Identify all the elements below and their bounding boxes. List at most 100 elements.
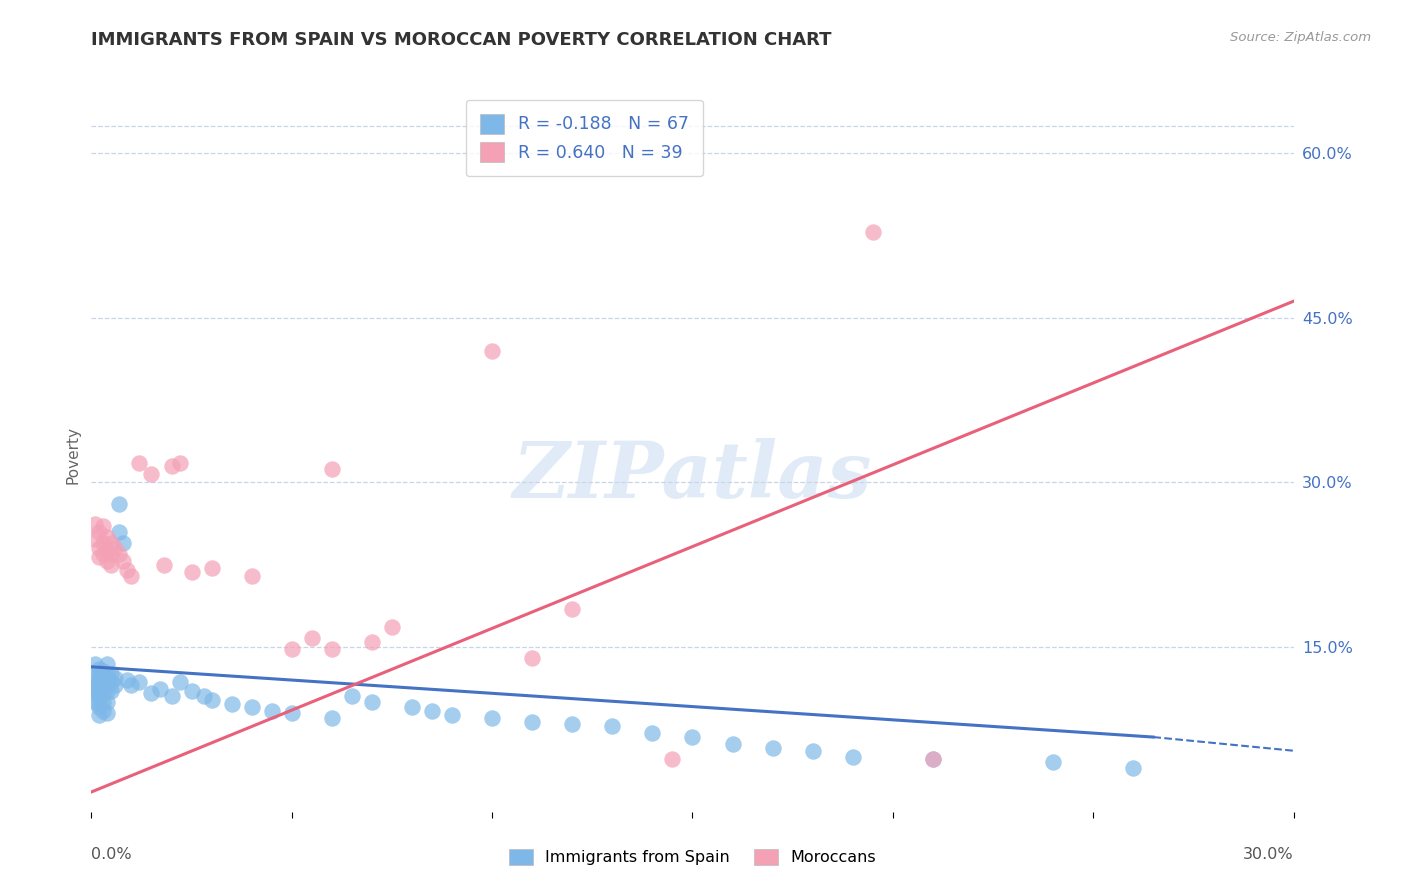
Point: [96, 657, 118, 671]
Point: [240, 700, 263, 714]
Point: [93, 547, 115, 561]
Point: [84, 517, 107, 532]
Point: [481, 711, 503, 725]
Point: [522, 714, 544, 729]
Text: ZIPatlas: ZIPatlas: [513, 438, 872, 515]
Point: [128, 675, 150, 690]
Point: [281, 642, 304, 657]
Point: [96, 543, 118, 558]
Point: [89, 549, 111, 564]
Point: [89, 524, 111, 539]
Point: [522, 651, 544, 665]
Point: [93, 704, 115, 718]
Legend: R = -0.188   N = 67, R = 0.640   N = 39: R = -0.188 N = 67, R = 0.640 N = 39: [465, 100, 703, 177]
Point: [440, 708, 463, 723]
Point: [152, 558, 174, 572]
Point: [602, 719, 624, 733]
Point: [862, 225, 884, 239]
Point: [104, 678, 127, 692]
Point: [93, 695, 115, 709]
Point: [93, 686, 115, 700]
Point: [169, 675, 191, 690]
Point: [360, 634, 382, 648]
Text: Source: ZipAtlas.com: Source: ZipAtlas.com: [1230, 31, 1371, 45]
Y-axis label: Poverty: Poverty: [65, 425, 80, 484]
Point: [100, 675, 122, 690]
Text: 30.0%: 30.0%: [1243, 847, 1294, 863]
Point: [340, 690, 363, 704]
Point: [84, 695, 107, 709]
Point: [121, 568, 143, 582]
Point: [84, 533, 107, 547]
Point: [100, 558, 122, 572]
Point: [148, 681, 170, 696]
Point: [96, 554, 118, 568]
Point: [84, 671, 107, 685]
Point: [481, 343, 503, 358]
Point: [240, 568, 263, 582]
Point: [112, 535, 135, 549]
Point: [201, 561, 224, 575]
Point: [96, 667, 118, 681]
Point: [96, 684, 118, 698]
Point: [420, 704, 443, 718]
Point: [160, 458, 183, 473]
Point: [1122, 761, 1144, 775]
Point: [1042, 756, 1064, 770]
Point: [321, 462, 343, 476]
Point: [841, 749, 863, 764]
Point: [89, 662, 111, 676]
Point: [401, 700, 423, 714]
Point: [89, 700, 111, 714]
Point: [561, 601, 583, 615]
Point: [641, 725, 664, 739]
Point: [221, 697, 243, 711]
Point: [661, 752, 683, 766]
Point: [117, 673, 139, 687]
Point: [201, 692, 224, 706]
Point: [360, 695, 382, 709]
Point: [89, 541, 111, 556]
Text: 0.0%: 0.0%: [91, 847, 132, 863]
Point: [141, 467, 163, 481]
Point: [301, 632, 323, 646]
Point: [321, 642, 343, 657]
Point: [681, 730, 703, 744]
Point: [762, 741, 785, 756]
Point: [93, 535, 115, 549]
Point: [281, 706, 304, 720]
Point: [112, 554, 135, 568]
Point: [100, 667, 122, 681]
Point: [89, 695, 111, 709]
Point: [93, 664, 115, 678]
Point: [922, 752, 945, 766]
Point: [84, 681, 107, 696]
Point: [381, 620, 404, 634]
Point: [193, 690, 215, 704]
Point: [180, 684, 202, 698]
Point: [801, 744, 824, 758]
Point: [160, 690, 183, 704]
Point: [100, 547, 122, 561]
Point: [84, 686, 107, 700]
Point: [89, 686, 111, 700]
Point: [96, 675, 118, 690]
Point: [180, 566, 202, 580]
Point: [89, 681, 111, 696]
Point: [108, 524, 131, 539]
Point: [108, 497, 131, 511]
Point: [321, 711, 343, 725]
Point: [84, 657, 107, 671]
Point: [89, 675, 111, 690]
Point: [561, 717, 583, 731]
Point: [104, 541, 127, 556]
Point: [108, 547, 131, 561]
Point: [93, 671, 115, 685]
Text: IMMIGRANTS FROM SPAIN VS MOROCCAN POVERTY CORRELATION CHART: IMMIGRANTS FROM SPAIN VS MOROCCAN POVERT…: [91, 31, 832, 49]
Point: [128, 456, 150, 470]
Point: [89, 667, 111, 681]
Point: [104, 671, 127, 685]
Point: [141, 686, 163, 700]
Point: [84, 675, 107, 690]
Point: [117, 563, 139, 577]
